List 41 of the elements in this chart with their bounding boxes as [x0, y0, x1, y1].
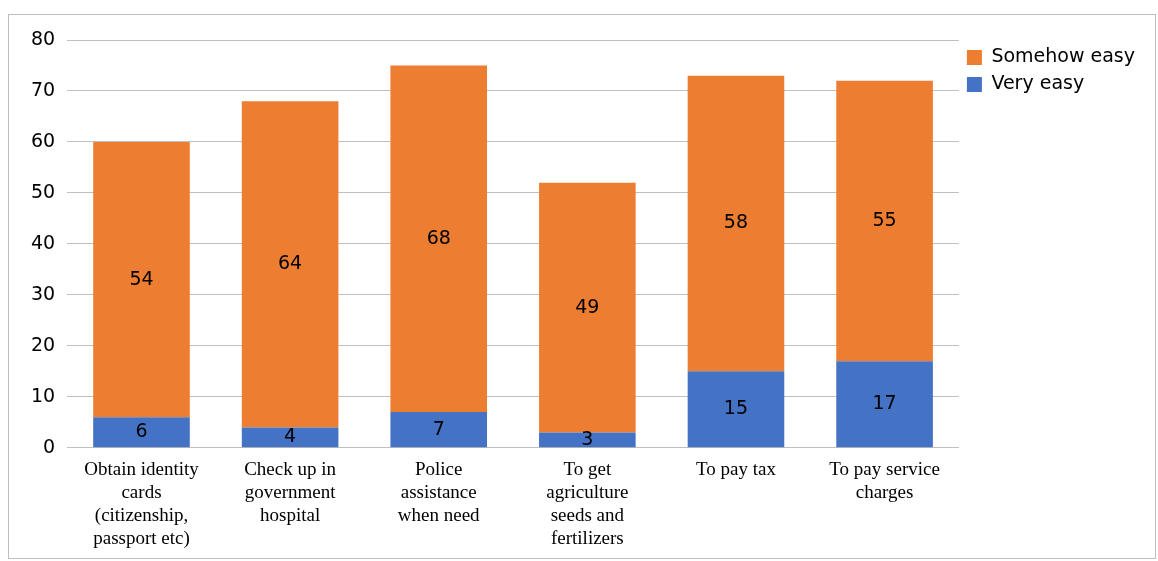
data-label: 17: [872, 391, 897, 414]
bar: [93, 141, 190, 418]
bar: [390, 65, 488, 413]
bar: [93, 417, 190, 448]
data-label: 49: [575, 294, 600, 317]
data-label: 15: [723, 396, 749, 419]
bar: [390, 412, 488, 448]
data-label: 55: [872, 207, 897, 230]
data-label: 3: [581, 426, 594, 449]
x-tick-label: To pay tax: [696, 458, 777, 480]
x-tick-label: To pay service charges: [829, 458, 940, 502]
y-tick-label: 70: [30, 77, 56, 100]
x-tick-label: Police assistance when need: [397, 458, 481, 525]
bar: [539, 182, 636, 433]
legend-label: Very easy: [991, 71, 1085, 94]
y-tick-label: 60: [30, 128, 56, 151]
y-tick-label: 0: [43, 434, 56, 457]
legend-label: Somehow easy: [991, 44, 1136, 67]
y-tick-label: 40: [30, 230, 56, 253]
bar: [241, 427, 339, 448]
y-tick-label: 50: [30, 179, 56, 202]
bar: [836, 80, 933, 362]
data-label: 6: [135, 419, 148, 442]
data-label: 58: [723, 210, 749, 233]
bar: [687, 75, 785, 372]
data-label: 64: [278, 251, 303, 274]
data-label: 7: [432, 416, 445, 439]
data-label: 68: [426, 225, 451, 248]
data-label: 4: [284, 424, 297, 447]
x-tick-label: Obtain identity cards (citizenship, passport etc): [84, 458, 200, 549]
y-tick-label: 10: [30, 383, 56, 406]
data-label: 54: [129, 266, 154, 289]
bar: [539, 432, 636, 448]
y-tick-label: 20: [30, 332, 56, 355]
bar: [687, 371, 785, 448]
x-tick-label: Check up in government hospital: [244, 458, 337, 525]
x-tick-label: To get agriculture seeds and fertilizers: [546, 458, 629, 548]
y-tick-label: 30: [30, 281, 56, 304]
bar: [241, 101, 339, 428]
y-tick-label: 80: [30, 26, 56, 49]
bar: [836, 361, 933, 448]
